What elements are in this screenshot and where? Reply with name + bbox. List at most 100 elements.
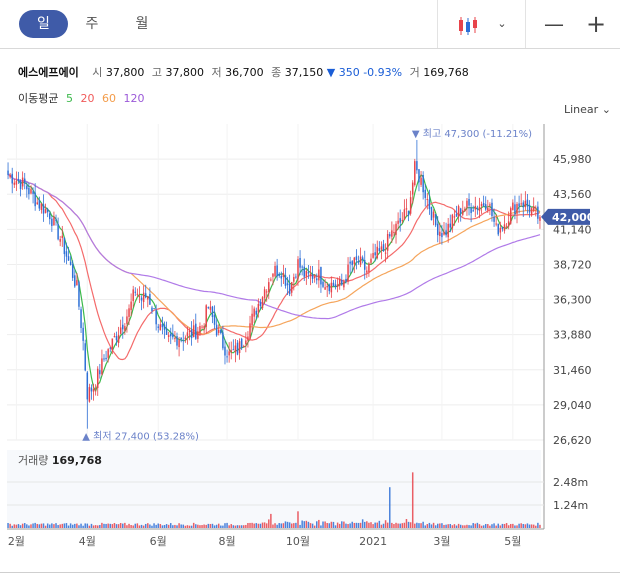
volume-bar	[247, 522, 249, 528]
scale-dropdown[interactable]: Linear ⌄	[564, 103, 611, 116]
volume-bar	[30, 524, 32, 528]
volume-bar	[207, 523, 210, 528]
volume-value: 169,768	[423, 66, 469, 79]
volume-bar	[301, 520, 303, 528]
volume-bar	[46, 523, 49, 528]
candle	[86, 372, 89, 400]
divider	[437, 0, 438, 48]
candle	[407, 210, 410, 216]
candle	[480, 204, 483, 207]
candle	[55, 219, 57, 221]
zoom-out-button[interactable]: —	[544, 12, 564, 36]
chart-type-button[interactable]	[450, 8, 486, 40]
volume-bar	[432, 522, 435, 528]
candle	[516, 203, 518, 214]
volume-bar	[311, 523, 314, 528]
moving-average-legend[interactable]: 이동평균 5 20 60 120	[18, 90, 148, 106]
volume-bar	[130, 525, 132, 528]
tab-weekly[interactable]: 주	[85, 16, 99, 32]
volume-bar	[507, 525, 510, 528]
candle	[476, 208, 479, 210]
period-toolbar: 일 주 월 ⌄ — +	[0, 0, 620, 49]
volume-bar	[345, 523, 347, 528]
candle	[67, 256, 70, 261]
candle	[359, 256, 362, 265]
candle	[332, 282, 335, 287]
candle	[238, 341, 241, 353]
volume-bar	[209, 523, 212, 528]
volume-bar	[90, 523, 93, 528]
candle	[119, 327, 122, 334]
volume-bar	[382, 523, 385, 528]
volume-bar	[399, 523, 401, 528]
volume-bar	[155, 524, 157, 528]
close-value: 37,150	[284, 66, 324, 79]
candle	[286, 283, 289, 286]
candle	[420, 177, 422, 185]
volume-bar	[455, 525, 458, 528]
candle	[128, 308, 130, 317]
volume-bar	[428, 522, 431, 528]
volume-bar	[510, 523, 512, 528]
volume-bar	[109, 523, 112, 528]
volume-bar	[201, 525, 203, 528]
candle	[26, 185, 28, 190]
candle	[28, 187, 30, 195]
volume-bar	[53, 524, 55, 528]
high-value: 37,800	[165, 66, 204, 79]
volume-bar	[409, 522, 412, 528]
candle	[336, 284, 339, 287]
volume-bar	[401, 523, 404, 528]
candle	[512, 202, 514, 210]
volume-bar	[309, 523, 312, 528]
candle	[268, 282, 270, 293]
volume-bar	[124, 522, 126, 528]
candle	[366, 270, 368, 273]
candle	[211, 306, 214, 318]
volume-bar	[249, 522, 251, 528]
candle	[126, 316, 128, 324]
tab-monthly[interactable]: 월	[135, 16, 149, 32]
candle	[124, 326, 126, 331]
ma-20-label: 20	[80, 92, 95, 105]
zoom-in-button[interactable]: +	[585, 10, 607, 38]
candle	[265, 291, 268, 293]
volume-bar	[270, 513, 272, 528]
volume-bar	[176, 525, 178, 528]
volume-bar	[197, 524, 199, 528]
candle	[439, 231, 441, 237]
candle	[130, 301, 132, 311]
volume-bar	[19, 525, 22, 528]
candle	[78, 281, 80, 307]
candle	[510, 208, 512, 224]
candle	[180, 337, 182, 340]
volume-bar	[38, 524, 41, 528]
chevron-down-icon[interactable]: ⌄	[497, 17, 507, 30]
volume-bar	[257, 523, 260, 528]
volume-bar	[518, 523, 520, 528]
candle	[470, 207, 472, 214]
tab-daily[interactable]: 일	[19, 10, 68, 38]
candle	[384, 252, 387, 254]
volume-bar	[520, 523, 522, 528]
candle	[320, 267, 322, 285]
candle	[249, 323, 251, 339]
candle	[443, 231, 445, 235]
candle	[30, 189, 32, 194]
volume-bar	[334, 525, 337, 528]
x-tick-label: 3월	[433, 535, 450, 548]
candle	[49, 213, 51, 220]
y-tick-label: 38,720	[553, 258, 592, 271]
volume-bar	[380, 524, 383, 528]
candle	[297, 259, 299, 280]
ma-20-line	[7, 174, 541, 361]
candle	[224, 346, 226, 356]
candle	[115, 336, 118, 341]
candle	[226, 356, 228, 358]
candle	[453, 216, 456, 218]
candle	[403, 209, 406, 220]
volume-bar	[224, 523, 226, 528]
candle	[355, 256, 358, 261]
candle	[32, 191, 34, 195]
